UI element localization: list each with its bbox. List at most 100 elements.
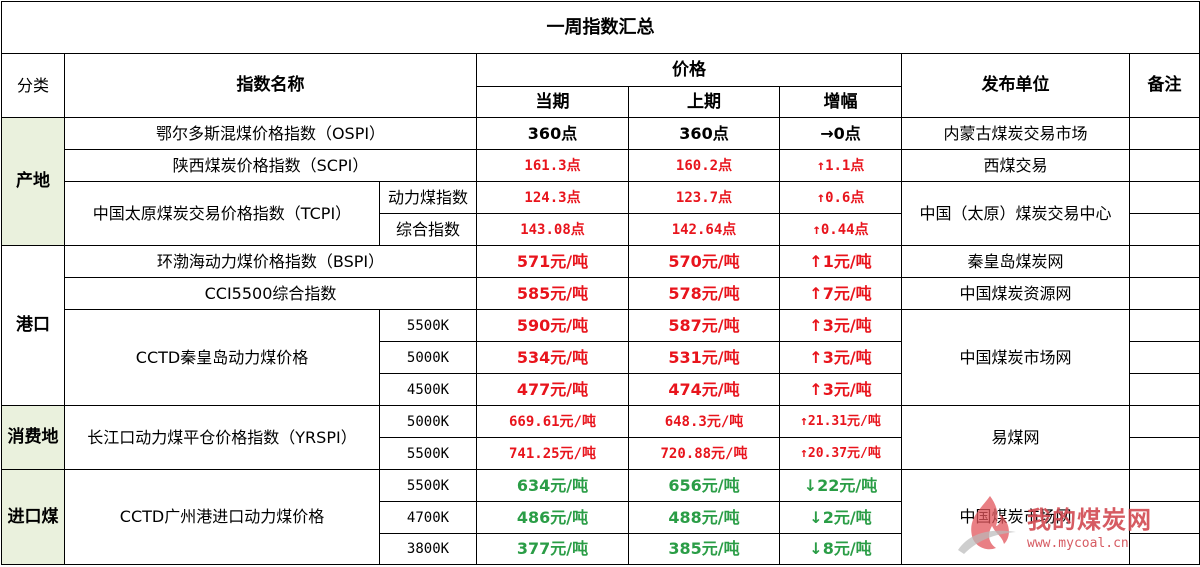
previous-value: 488元/吨 <box>628 501 780 534</box>
index-name: 中国太原煤炭交易价格指数（TCPI） <box>64 181 380 246</box>
grade-label: 5500K <box>379 309 477 342</box>
change-value: ↑0.6点 <box>779 181 902 214</box>
current-value: 377元/吨 <box>476 533 629 565</box>
change-value: ↓2元/吨 <box>779 501 902 534</box>
grade-label: 5000K <box>379 341 477 374</box>
category-consumption: 消费地 <box>1 405 65 470</box>
current-value: 124.3点 <box>476 181 629 214</box>
index-name: CCI5500综合指数 <box>64 277 477 310</box>
table-row: 陕西煤炭价格指数（SCPI） 161.3点 160.2点 ↑1.1点 西煤交易 <box>2 149 1200 182</box>
previous-value: 160.2点 <box>628 149 780 182</box>
remark-cell <box>1129 277 1200 310</box>
remark-cell <box>1129 245 1200 278</box>
table-row: 5500K 741.25元/吨 720.88元/吨 ↑20.37元/吨 <box>2 437 1200 470</box>
grade-label: 4500K <box>379 373 477 406</box>
remark-cell <box>1129 117 1200 150</box>
grade-label: 3800K <box>379 533 477 565</box>
change-value: ↑21.31元/吨 <box>779 405 902 438</box>
current-value: 161.3点 <box>476 149 629 182</box>
table-row: 5000K 534元/吨 531元/吨 ↑3元/吨 <box>2 341 1200 374</box>
table-title: 一周指数汇总 <box>1 1 1200 54</box>
current-value: 360点 <box>476 117 629 150</box>
previous-value: 648.3元/吨 <box>628 405 780 438</box>
remark-cell <box>1129 149 1200 182</box>
current-value: 486元/吨 <box>476 501 629 534</box>
index-name: CCTD广州港进口动力煤价格 <box>64 469 380 565</box>
current-value: 590元/吨 <box>476 309 629 342</box>
table-row: 综合指数 143.08点 142.64点 ↑0.44点 <box>2 213 1200 246</box>
change-value: ↑1.1点 <box>779 149 902 182</box>
table-row: 3800K 377元/吨 385元/吨 ↓8元/吨 <box>2 533 1200 565</box>
remark-cell <box>1129 373 1200 406</box>
change-value: →0点 <box>779 117 902 150</box>
publisher: 中国煤炭市场网 <box>901 469 1130 565</box>
header-price: 价格 <box>476 53 902 87</box>
change-value: ↑3元/吨 <box>779 309 902 342</box>
previous-value: 578元/吨 <box>628 277 780 310</box>
category-import: 进口煤 <box>1 469 65 565</box>
previous-value: 385元/吨 <box>628 533 780 565</box>
current-value: 669.61元/吨 <box>476 405 629 438</box>
table-row: CCTD秦皇岛动力煤价格 5500K 590元/吨 587元/吨 ↑3元/吨 中… <box>2 309 1200 406</box>
previous-value: 570元/吨 <box>628 245 780 278</box>
header-publisher: 发布单位 <box>901 53 1130 118</box>
remark-cell <box>1129 501 1200 534</box>
previous-value: 720.88元/吨 <box>628 437 780 470</box>
current-value: 741.25元/吨 <box>476 437 629 470</box>
grade-label: 5000K <box>379 405 477 438</box>
remark-cell <box>1129 405 1200 438</box>
previous-value: 123.7点 <box>628 181 780 214</box>
current-value: 585元/吨 <box>476 277 629 310</box>
grade-label: 5500K <box>379 469 477 502</box>
category-port: 港口 <box>1 245 65 406</box>
remark-cell <box>1129 469 1200 502</box>
table-row: 进口煤 CCTD广州港进口动力煤价格 5500K 634元/吨 656元/吨 ↓… <box>1 469 1200 565</box>
change-value: ↑0.44点 <box>779 213 902 246</box>
previous-value: 587元/吨 <box>628 309 780 342</box>
table-row: 港口 环渤海动力煤价格指数（BSPI） 571元/吨 570元/吨 ↑1元/吨 … <box>1 245 1200 406</box>
index-name: CCTD秦皇岛动力煤价格 <box>64 309 380 406</box>
remark-cell <box>1129 341 1200 374</box>
change-value: ↑1元/吨 <box>779 245 902 278</box>
header-change: 增幅 <box>779 86 902 118</box>
publisher: 中国（太原）煤炭交易中心 <box>901 181 1130 246</box>
remark-cell <box>1129 437 1200 470</box>
remark-cell <box>1129 181 1200 214</box>
change-value: ↑3元/吨 <box>779 373 902 406</box>
header-current: 当期 <box>476 86 629 118</box>
index-name: 鄂尔多斯混煤价格指数（OSPI） <box>64 117 477 150</box>
current-value: 143.08点 <box>476 213 629 246</box>
previous-value: 360点 <box>628 117 780 150</box>
current-value: 477元/吨 <box>476 373 629 406</box>
header-remark: 备注 <box>1129 53 1200 118</box>
table-row: CCI5500综合指数 585元/吨 578元/吨 ↑7元/吨 中国煤炭资源网 <box>2 277 1200 310</box>
sub-index-label: 动力煤指数 <box>379 181 477 214</box>
remark-cell <box>1129 213 1200 246</box>
remark-cell <box>1129 533 1200 565</box>
index-name: 长江口动力煤平仓价格指数（YRSPI） <box>64 405 380 470</box>
publisher: 秦皇岛煤炭网 <box>901 245 1130 278</box>
change-value: ↑20.37元/吨 <box>779 437 902 470</box>
previous-value: 142.64点 <box>628 213 780 246</box>
table-row: 4700K 486元/吨 488元/吨 ↓2元/吨 <box>2 501 1200 534</box>
grade-label: 4700K <box>379 501 477 534</box>
header-previous: 上期 <box>628 86 780 118</box>
table-row: 4500K 477元/吨 474元/吨 ↑3元/吨 <box>2 373 1200 406</box>
previous-value: 656元/吨 <box>628 469 780 502</box>
change-value: ↓8元/吨 <box>779 533 902 565</box>
publisher: 中国煤炭市场网 <box>901 309 1130 406</box>
publisher: 易煤网 <box>901 405 1130 470</box>
table-row: 消费地 长江口动力煤平仓价格指数（YRSPI） 5000K 669.61元/吨 … <box>1 405 1200 470</box>
header-index-name: 指数名称 <box>64 53 477 118</box>
change-value: ↓22元/吨 <box>779 469 902 502</box>
remark-cell <box>1129 309 1200 342</box>
current-value: 634元/吨 <box>476 469 629 502</box>
publisher: 中国煤炭资源网 <box>901 277 1130 310</box>
category-origin: 产地 <box>1 117 65 246</box>
index-name: 环渤海动力煤价格指数（BSPI） <box>64 245 477 278</box>
header-category: 分类 <box>1 53 65 118</box>
table-row: 中国太原煤炭交易价格指数（TCPI） 动力煤指数 124.3点 123.7点 ↑… <box>2 181 1200 246</box>
change-value: ↑7元/吨 <box>779 277 902 310</box>
current-value: 534元/吨 <box>476 341 629 374</box>
